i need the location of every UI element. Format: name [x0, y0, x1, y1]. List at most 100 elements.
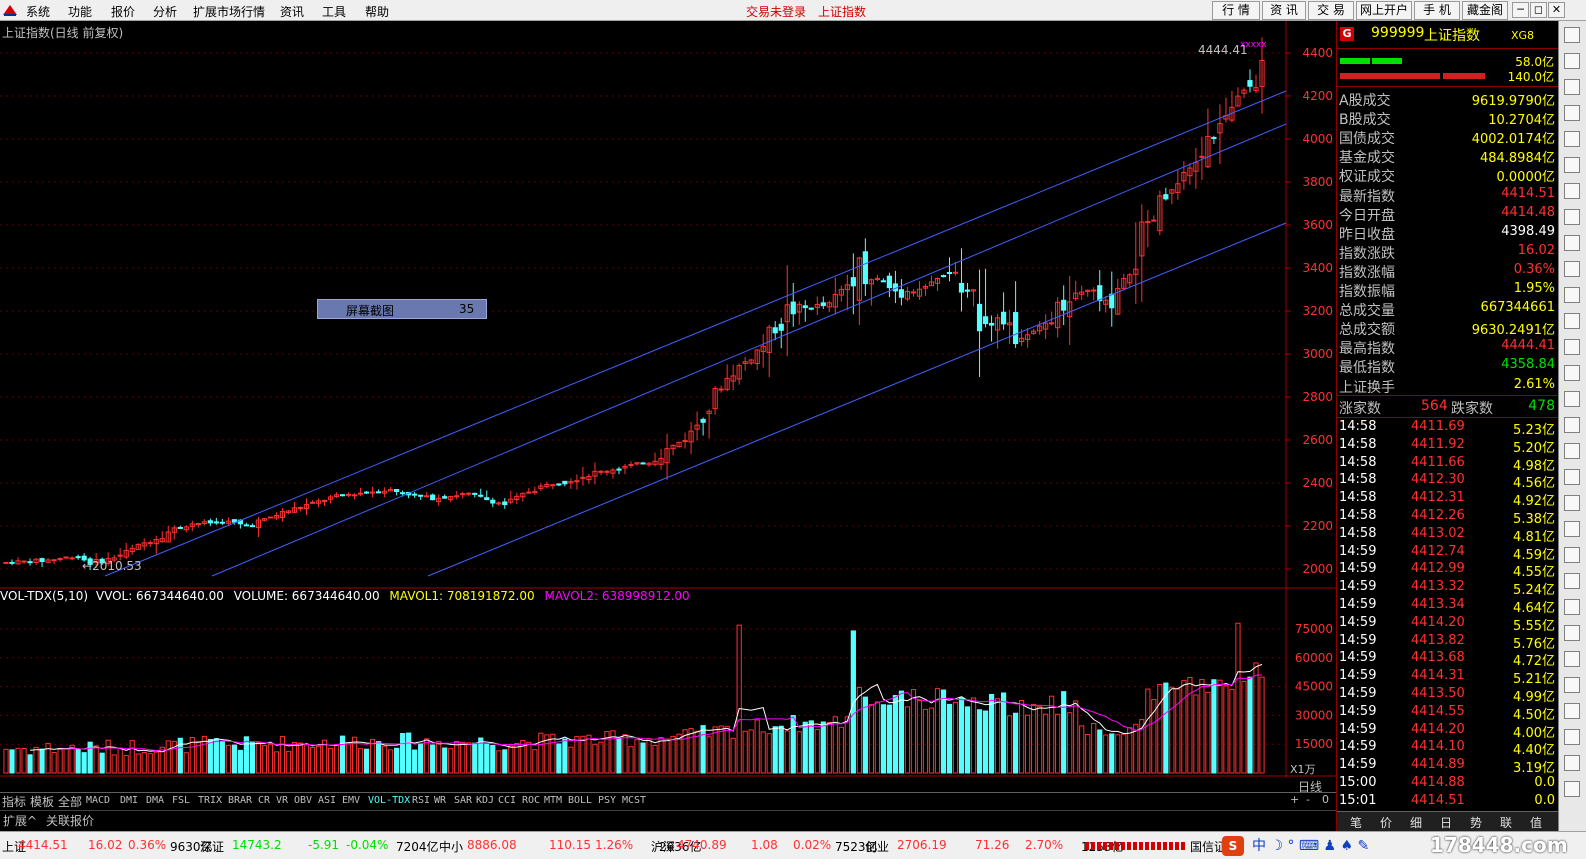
side-tool-icon[interactable] — [1564, 781, 1580, 797]
zoom-out-button[interactable]: - — [1306, 793, 1310, 806]
trend-channel-line[interactable] — [211, 123, 1287, 577]
indicator-tab-模板[interactable]: 模板 — [30, 795, 55, 809]
detail-tab[interactable]: 日 — [1439, 816, 1452, 830]
side-tool-icon[interactable] — [1564, 443, 1580, 459]
indicator-tab-asi[interactable]: ASI — [318, 795, 337, 806]
indicator-tab-sar[interactable]: SAR — [454, 795, 473, 806]
menu-quote[interactable]: 报价 — [111, 5, 136, 19]
indicator-tab-brar[interactable]: BRAR — [228, 795, 253, 806]
screenshot-popup[interactable]: 屏幕截图 35 — [317, 299, 487, 319]
side-tool-icon[interactable] — [1564, 131, 1580, 147]
indicator-tab-boll[interactable]: BOLL — [568, 795, 593, 806]
indicator-tab-dmi[interactable]: DMI — [120, 795, 139, 806]
ext-expand-tab[interactable]: 扩展^ — [3, 814, 38, 828]
indicator-tab-mtm[interactable]: MTM — [544, 795, 563, 806]
side-tool-icon[interactable] — [1564, 105, 1580, 121]
maximize-button[interactable]: ◻ — [1530, 2, 1547, 18]
menu-info[interactable]: 资讯 — [280, 5, 305, 19]
detail-tab[interactable]: 联 — [1499, 816, 1512, 830]
side-tool-icon[interactable] — [1564, 729, 1580, 745]
indicator-tab-rsi[interactable]: RSI — [412, 795, 431, 806]
side-tool-icon[interactable] — [1564, 27, 1580, 43]
menu-help[interactable]: 帮助 — [365, 5, 390, 19]
detail-tab[interactable]: 笔 — [1349, 816, 1362, 830]
side-tool-icon[interactable] — [1564, 79, 1580, 95]
candle-body — [946, 272, 953, 275]
menu-tools[interactable]: 工具 — [322, 5, 347, 19]
side-tool-icon[interactable] — [1564, 261, 1580, 277]
side-tool-icon[interactable] — [1564, 287, 1580, 303]
indicator-tab-cr[interactable]: CR — [258, 795, 271, 806]
side-tool-icon[interactable] — [1564, 651, 1580, 667]
side-tool-icon[interactable] — [1564, 313, 1580, 329]
indicator-tab-mcst[interactable]: MCST — [622, 795, 647, 806]
detail-tab[interactable]: 势 — [1469, 816, 1482, 830]
detail-tab[interactable]: 值 — [1529, 816, 1542, 830]
side-tool-icon[interactable] — [1564, 521, 1580, 537]
side-tool-icon[interactable] — [1564, 235, 1580, 251]
zoom-in-button[interactable]: + — [1290, 793, 1300, 806]
indicator-tab-dma[interactable]: DMA — [146, 795, 165, 806]
menu-function[interactable]: 功能 — [68, 5, 93, 19]
indicator-tab-roc[interactable]: ROC — [522, 795, 541, 806]
side-tool-icon[interactable] — [1564, 417, 1580, 433]
close-button[interactable]: ✕ — [1548, 2, 1565, 18]
menu-extended-market[interactable]: 扩展市场行情 — [193, 5, 266, 19]
detail-tab[interactable]: 细 — [1409, 816, 1422, 830]
side-tool-icon[interactable] — [1564, 495, 1580, 511]
minimize-button[interactable]: ─ — [1512, 2, 1529, 18]
side-tool-icon[interactable] — [1564, 53, 1580, 69]
indicator-tab-fsl[interactable]: FSL — [172, 795, 191, 806]
tick-row: 14:59 4413.32 5.24亿 — [1339, 579, 1557, 598]
indicator-tab-psy[interactable]: PSY — [598, 795, 617, 806]
login-status[interactable]: 交易未登录 — [746, 5, 807, 19]
indicator-tab-cci[interactable]: CCI — [498, 795, 517, 806]
trend-channel-line[interactable] — [104, 90, 1287, 577]
ime-toolbar-icons[interactable]: 中 ☽ ° ⌨ ♟ ♠ ✎ — [1252, 838, 1370, 854]
ime-logo-icon[interactable]: S — [1222, 836, 1244, 856]
tab-cangjinge[interactable]: 藏金阁 — [1462, 1, 1508, 20]
indicator-tab-trix[interactable]: TRIX — [198, 795, 223, 806]
side-tool-icon[interactable] — [1564, 209, 1580, 225]
tab-market[interactable]: 行 情 — [1212, 1, 1260, 20]
indicator-tab-kdj[interactable]: KDJ — [476, 795, 495, 806]
side-tool-icon[interactable] — [1564, 469, 1580, 485]
side-tool-icon[interactable] — [1564, 677, 1580, 693]
detail-tab[interactable]: 价 — [1379, 816, 1392, 830]
side-tool-icon[interactable] — [1564, 365, 1580, 381]
indicator-tab-emv[interactable]: EMV — [342, 795, 361, 806]
indicator-tab-指标[interactable]: 指标 — [2, 795, 27, 809]
indicator-tab-macd[interactable]: MACD — [86, 795, 111, 806]
volume-bar — [448, 748, 454, 774]
candle-body — [225, 520, 231, 524]
kline-chart-area[interactable]: 上证指数(日线 前复权) 4400 4200 4000 3800 3600 3400 320… — [0, 21, 1336, 794]
side-tool-icon[interactable] — [1564, 339, 1580, 355]
related-quote-tab[interactable]: 关联报价 — [46, 814, 95, 828]
indicator-tab-wr[interactable]: WR — [434, 795, 447, 806]
reset-button[interactable]: 0 — [1322, 793, 1329, 806]
side-tool-icon[interactable] — [1564, 755, 1580, 771]
indicator-tab-全部[interactable]: 全部 — [58, 795, 83, 809]
side-tool-icon[interactable] — [1564, 703, 1580, 719]
side-tool-icon[interactable] — [1564, 625, 1580, 641]
menu-system[interactable]: 系统 — [26, 5, 51, 19]
indicator-tab-vol-tdx[interactable]: VOL-TDX — [368, 795, 411, 806]
trend-channel-line[interactable] — [427, 222, 1287, 577]
mavol2-value: MAVOL2: 638998912.00 — [544, 589, 690, 603]
tab-online-account[interactable]: 网上开户 — [1356, 1, 1412, 20]
menu-analysis[interactable]: 分析 — [153, 5, 178, 19]
side-tool-icon[interactable] — [1564, 547, 1580, 563]
side-tool-icon[interactable] — [1564, 573, 1580, 589]
indicator-tab-obv[interactable]: OBV — [294, 795, 313, 806]
side-tool-icon[interactable] — [1564, 157, 1580, 173]
period-label[interactable]: 日线 — [1298, 780, 1323, 794]
tab-mobile[interactable]: 手 机 — [1414, 1, 1460, 20]
volume-bar — [772, 726, 778, 774]
indicator-tab-vr[interactable]: VR — [276, 795, 289, 806]
side-tool-icon[interactable] — [1564, 599, 1580, 615]
candle-body — [730, 375, 736, 382]
tab-info[interactable]: 资 讯 — [1262, 1, 1306, 20]
tab-trade[interactable]: 交 易 — [1308, 1, 1354, 20]
side-tool-icon[interactable] — [1564, 183, 1580, 199]
side-tool-icon[interactable] — [1564, 391, 1580, 407]
